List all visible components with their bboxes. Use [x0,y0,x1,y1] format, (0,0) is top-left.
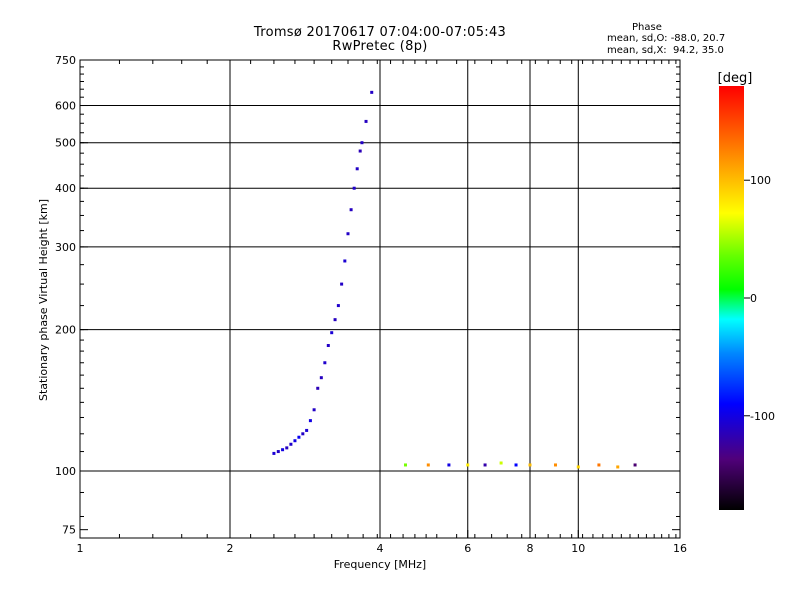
x-tick-label: 2 [227,542,234,555]
axis-ticks: 1 2 4 6 8 10 16 75 100 200 300 400 500 600 750 [55,54,687,555]
data-point [346,232,350,236]
phase-stats-x: mean, sd,X: 94.2, 35.0 [607,45,724,56]
data-point [289,442,293,446]
y-tick-label: 300 [55,241,76,254]
phase-stats-o: mean, sd,O: -88.0, 20.7 [607,33,726,44]
data-point [285,446,289,450]
data-point [426,463,430,467]
data-point [301,432,305,436]
y-tick-label: 200 [55,324,76,337]
data-point [330,331,334,335]
chart-subtitle: RwPretec (8p) [332,39,428,54]
data-point [312,408,316,412]
data-point [483,463,487,467]
colorbar-tick-label: 0 [750,292,757,305]
colorbar-tick-label: -100 [750,410,775,423]
y-axis-label: Stationary phase Virtual Height [km] [37,199,50,401]
phase-stats-heading: Phase [632,22,662,33]
data-point [352,186,356,190]
data-point [597,463,601,467]
data-point [499,461,503,465]
data-point [466,463,470,467]
data-point [403,463,407,467]
data-point [355,167,359,171]
data-point [297,435,301,439]
data-point [340,282,344,286]
chart-title: Tromsø 20170617 07:04:00-07:05:43 [253,25,507,40]
y-tick-label: 750 [55,54,76,67]
data-point [293,439,297,443]
data-point [370,90,374,94]
x-tick-label: 1 [77,542,84,555]
data-point [319,376,323,380]
grid-lines [80,60,680,538]
x-tick-label: 10 [571,542,585,555]
data-point [616,465,620,469]
colorbar-tick-label: 100 [750,174,771,187]
data-point [323,361,327,365]
y-tick-label: 500 [55,137,76,150]
data-point [633,463,637,467]
x-tick-label: 8 [527,542,534,555]
colorbar-ticks: 100 0 -100 [744,174,775,423]
colorbar-label: [deg] [718,71,753,86]
data-point [272,451,276,455]
data-point [276,450,280,454]
x-tick-label: 16 [673,542,687,555]
data-point [336,304,340,308]
data-point [360,141,364,145]
data-point [343,259,347,263]
data-point [305,428,309,432]
data-points [272,90,637,469]
data-point [326,344,330,348]
data-point [553,463,557,467]
x-axis-label: Frequency [MHz] [334,558,426,571]
y-tick-label: 400 [55,182,76,195]
data-point [281,448,285,452]
colorbar [719,86,744,510]
data-point [514,463,518,467]
data-point [308,419,312,423]
data-point [358,149,362,153]
data-point [447,463,451,467]
x-tick-label: 4 [377,542,384,555]
y-tick-label: 75 [62,524,76,537]
y-tick-label: 100 [55,465,76,478]
x-tick-label: 6 [464,542,471,555]
data-point [576,465,580,469]
data-point [528,463,532,467]
data-point [364,119,368,123]
y-tick-label: 600 [55,100,76,113]
data-point [349,208,353,212]
data-point [333,318,337,322]
data-point [316,386,320,390]
